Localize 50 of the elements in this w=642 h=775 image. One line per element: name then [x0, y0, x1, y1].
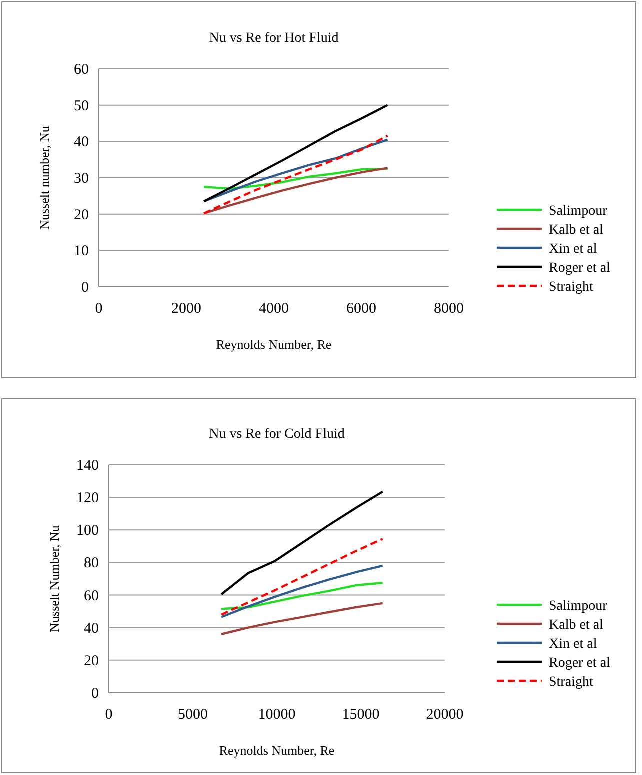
- line-series: [202, 104, 389, 203]
- line-series: [220, 564, 384, 618]
- legend-label: Xin et al: [549, 242, 598, 257]
- legend-label: Salimpour: [549, 599, 608, 614]
- y-axis-title: Nusselt number, Nu: [37, 126, 52, 230]
- x-tick-label: 8000: [434, 301, 464, 317]
- y-tick-label: 50: [74, 98, 89, 114]
- x-tick-label: 5000: [178, 707, 208, 723]
- legend-label: Roger et al: [549, 261, 611, 276]
- x-tick-label: 6000: [346, 301, 376, 317]
- y-tick-label: 10: [74, 244, 89, 260]
- y-tick-label: 0: [92, 686, 99, 702]
- x-axis-title: Reynolds Number, Re: [219, 743, 335, 758]
- y-tick-label: 60: [74, 62, 89, 78]
- y-tick-label: 40: [74, 134, 89, 151]
- legend-label: Straight: [549, 675, 594, 690]
- line-series: [202, 134, 389, 215]
- chart-title: Nu vs Re for Cold Fluid: [209, 427, 345, 442]
- x-tick-label: 20000: [426, 707, 464, 723]
- legend-label: Salimpour: [549, 204, 608, 219]
- y-tick-label: 20: [84, 653, 99, 670]
- x-tick-label: 4000: [259, 301, 289, 317]
- y-tick-label: 30: [74, 171, 89, 187]
- x-tick-label: 10000: [258, 707, 296, 723]
- chart-title: Nu vs Re for Hot Fluid: [209, 31, 339, 46]
- y-tick-label: 100: [76, 523, 99, 540]
- line-series: [202, 167, 389, 215]
- y-tick-label: 120: [76, 490, 99, 507]
- line-series: [220, 602, 384, 636]
- legend-label: Kalb et al: [549, 618, 604, 633]
- x-tick-label: 15000: [342, 707, 380, 723]
- y-tick-label: 20: [74, 207, 89, 224]
- y-tick-label: 0: [82, 280, 89, 296]
- y-tick-label: 140: [76, 458, 99, 474]
- x-tick-label: 2000: [172, 301, 202, 317]
- line-series: [202, 138, 389, 203]
- line-series: [202, 168, 389, 190]
- y-tick-label: 40: [84, 620, 99, 637]
- y-tick-label: 80: [84, 556, 99, 572]
- x-axis-title: Reynolds Number, Re: [216, 337, 332, 352]
- y-tick-label: 60: [84, 588, 99, 604]
- legend-label: Xin et al: [549, 637, 598, 652]
- x-tick-label: 0: [105, 707, 113, 723]
- legend-label: Roger et al: [549, 656, 611, 671]
- legend-label: Kalb et al: [549, 223, 604, 238]
- line-series: [220, 490, 384, 596]
- line-series: [220, 582, 384, 610]
- legend-label: Straight: [549, 280, 594, 295]
- line-series: [220, 538, 384, 616]
- y-axis-title: Nusselt Number, Nu: [47, 525, 62, 632]
